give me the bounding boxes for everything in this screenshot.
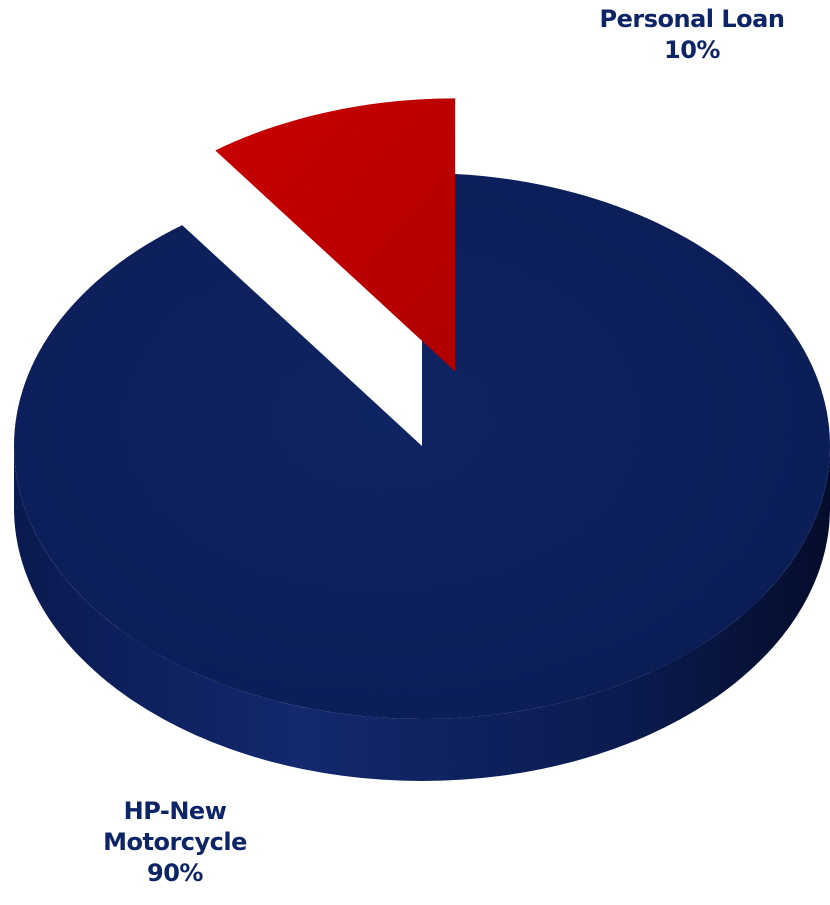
slice-name-personal-loan: Personal Loan bbox=[599, 5, 785, 33]
slice-value-personal-loan: 10% bbox=[664, 36, 720, 64]
pie-slice-top-hp-new-motorcycle bbox=[13, 173, 830, 719]
pie-slice-personal-loan bbox=[215, 98, 456, 372]
slice-name-hp-new-motorcycle-line1: HP-New bbox=[123, 797, 227, 825]
pie-slice-side-hp-new-motorcycle bbox=[14, 446, 830, 781]
pie-slice-hp-new-motorcycle bbox=[13, 173, 830, 781]
slice-name-hp-new-motorcycle-line2: Motorcycle bbox=[103, 828, 247, 856]
slice-label-hp-new-motorcycle: HP-New Motorcycle 90% bbox=[70, 796, 280, 889]
slice-value-hp-new-motorcycle: 90% bbox=[147, 859, 203, 887]
slice-label-personal-loan: Personal Loan 10% bbox=[562, 4, 822, 66]
pie-slice-top-personal-loan bbox=[215, 98, 456, 372]
